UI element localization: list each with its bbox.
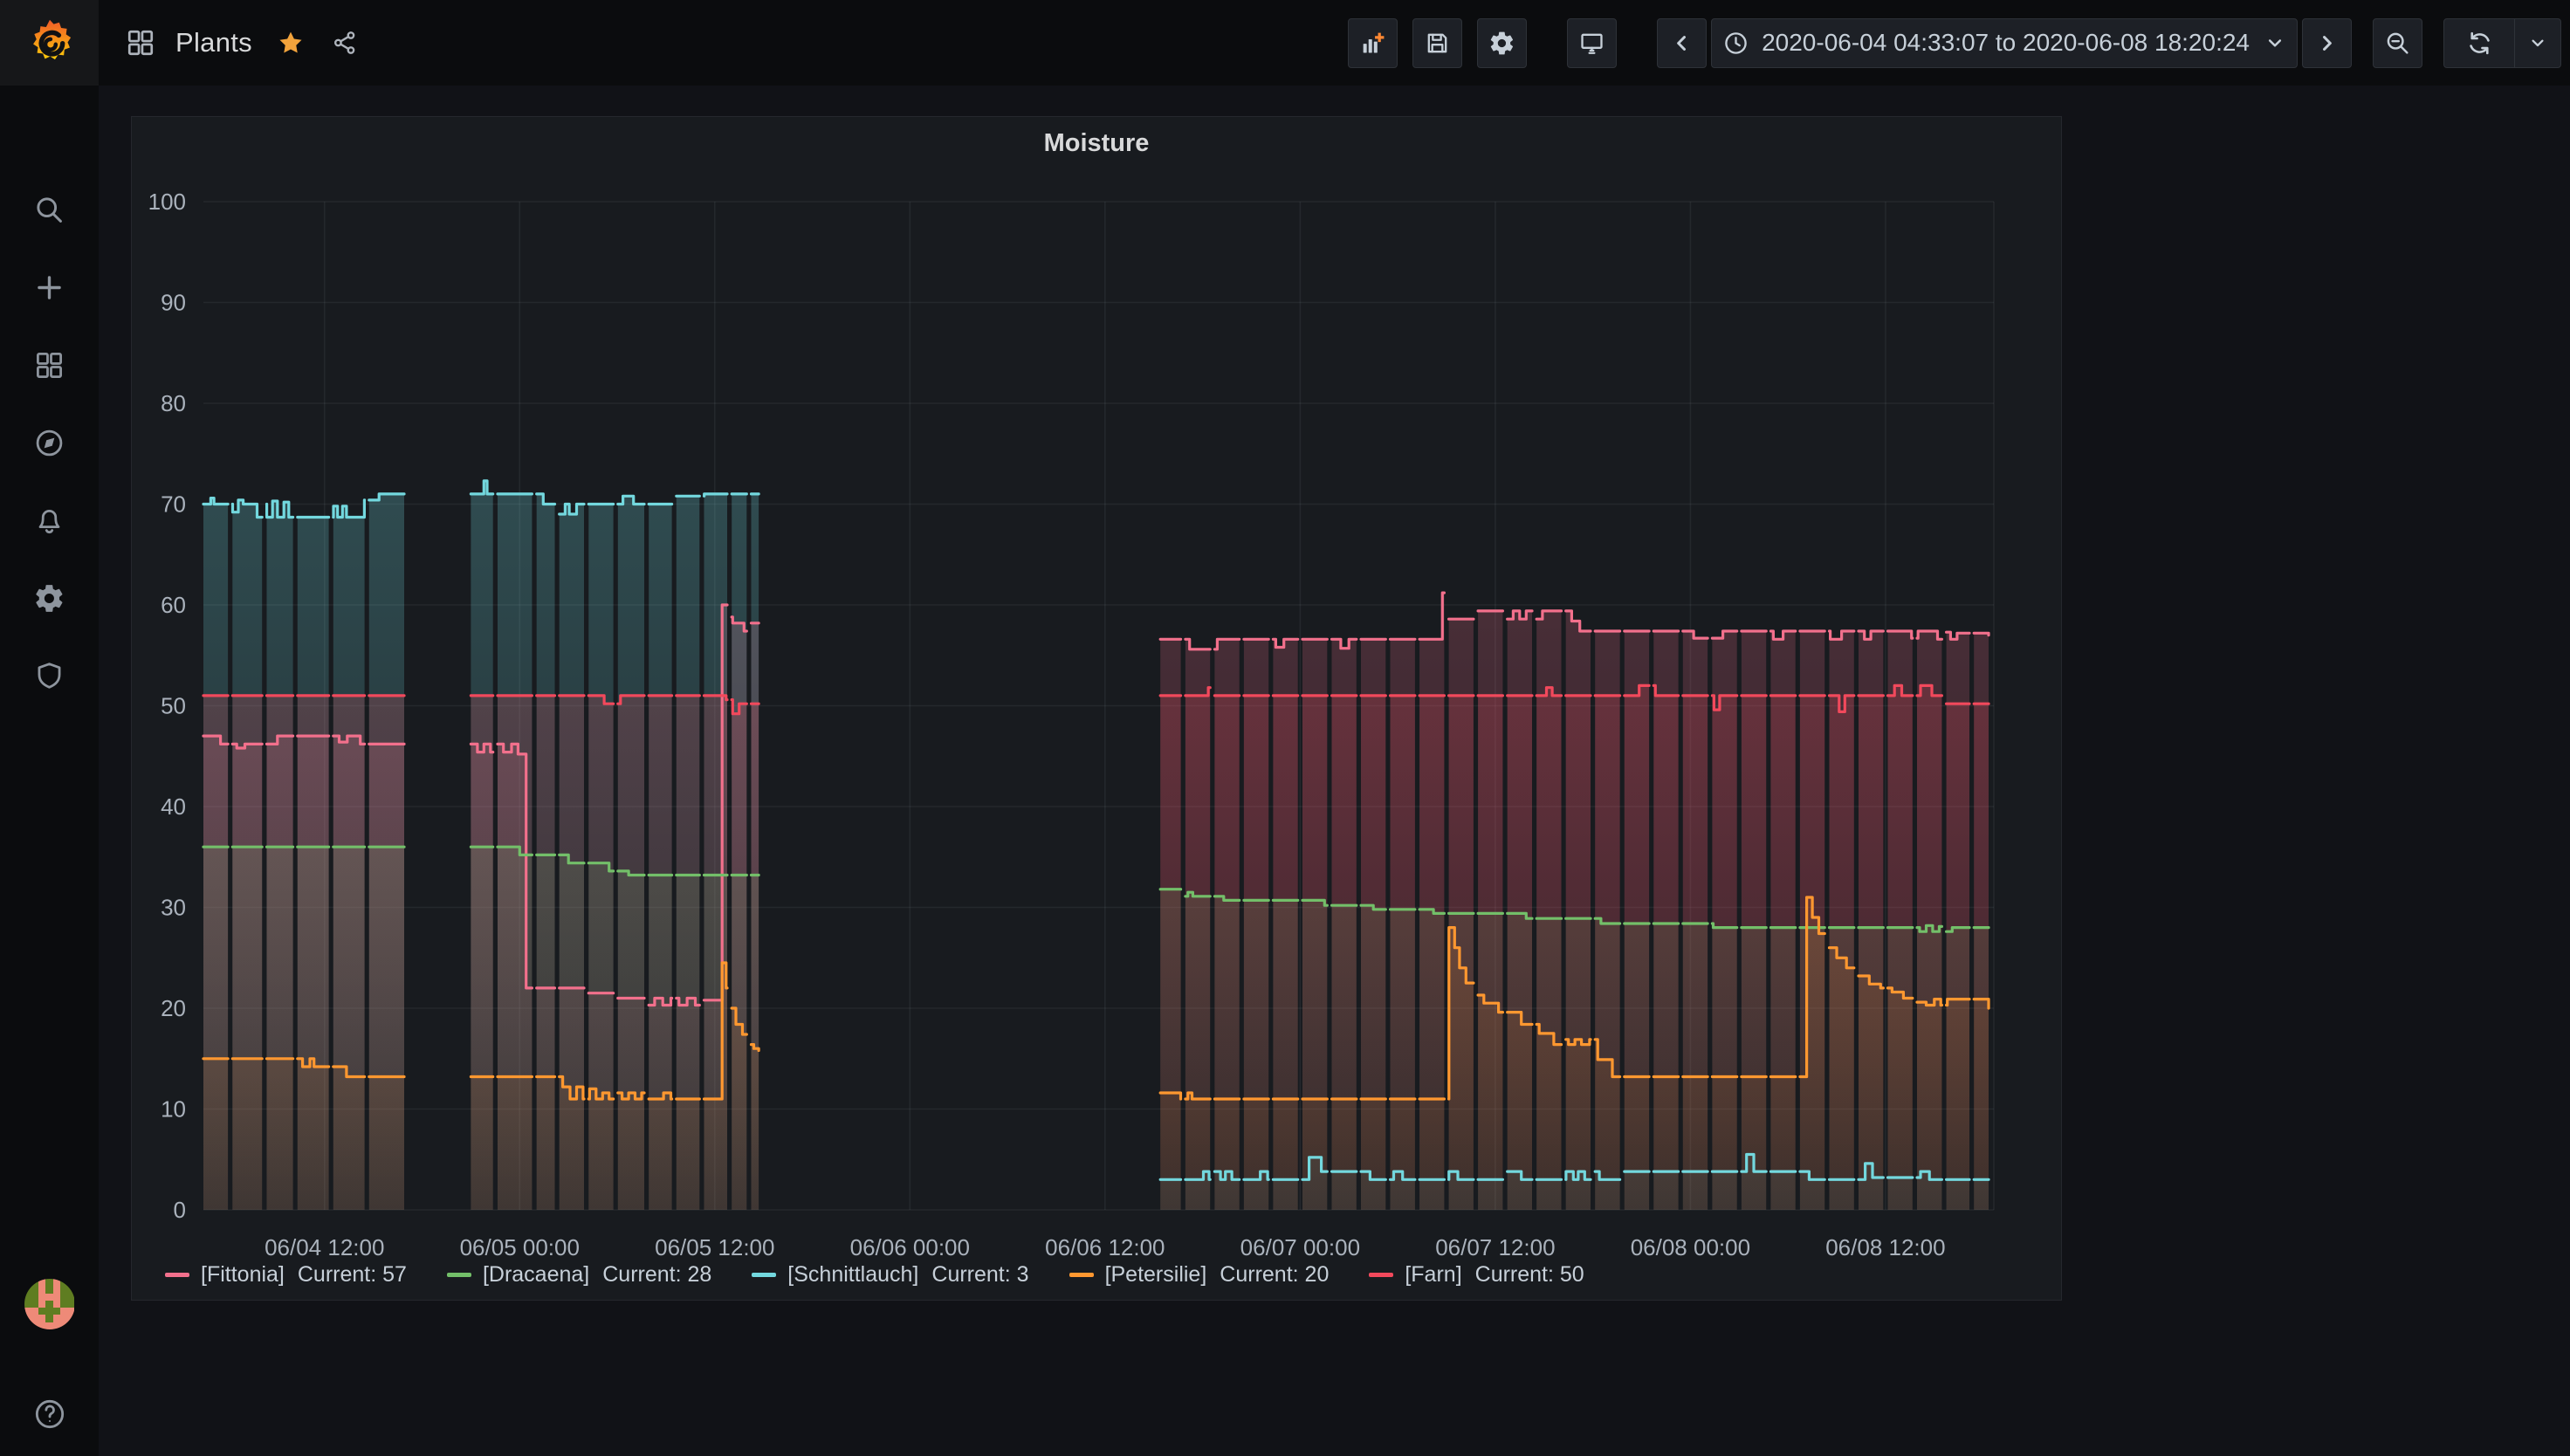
refresh-icon	[2466, 30, 2493, 57]
user-avatar[interactable]	[24, 1279, 75, 1329]
dashboard-title[interactable]: Plants	[175, 27, 252, 58]
time-range-back-button[interactable]	[1657, 17, 1708, 68]
legend-current-value: Current: 57	[297, 1262, 407, 1287]
axis-labels: 0 10 20 30 40 50 60 70 80 90 100 06/04 12:00 06/05 0…	[148, 189, 1946, 1260]
legend-item-petersilie[interactable]: [Petersilie] Current: 20	[1069, 1262, 1330, 1288]
chevron-right-icon	[2313, 30, 2340, 57]
sidebar-item-dashboards[interactable]	[0, 326, 99, 404]
time-range-label: 2020-06-04 04:33:07 to 2020-06-08 18:20:…	[1762, 29, 2250, 56]
svg-text:06/05 00:00: 06/05 00:00	[460, 1234, 580, 1260]
time-range-forward-button[interactable]	[2302, 17, 2352, 68]
side-menu	[0, 0, 99, 1456]
svg-text:06/05 12:00: 06/05 12:00	[655, 1234, 774, 1260]
svg-text:80: 80	[161, 390, 186, 416]
grafana-logo-button[interactable]	[0, 0, 99, 86]
svg-text:06/04 12:00: 06/04 12:00	[265, 1234, 384, 1260]
save-icon	[1424, 30, 1451, 57]
search-icon	[33, 194, 65, 226]
cog-icon	[33, 582, 65, 615]
plus-icon	[33, 271, 65, 304]
legend-item-fittonia[interactable]: [Fittonia] Current: 57	[165, 1262, 407, 1288]
bell-icon	[33, 505, 65, 537]
svg-text:40: 40	[161, 793, 186, 820]
sidebar-item-configuration[interactable]	[0, 560, 99, 637]
legend-series-name: [Schnittlauch]	[787, 1262, 919, 1287]
svg-text:30: 30	[161, 895, 186, 921]
apps-icon	[33, 349, 65, 381]
side-menu-items	[0, 171, 99, 715]
refresh-button-group	[2443, 17, 2561, 68]
legend-item-farn[interactable]: [Farn] Current: 50	[1369, 1262, 1584, 1288]
moisture-panel: 0 10 20 30 40 50 60 70 80 90 100 06/04 12:00 06/05 0…	[131, 116, 2062, 1301]
svg-text:20: 20	[161, 995, 186, 1021]
legend-current-value: Current: 28	[602, 1262, 712, 1287]
panel-add-icon	[1359, 30, 1386, 57]
svg-text:50: 50	[161, 693, 186, 719]
cycle-view-mode-button[interactable]	[1567, 17, 1618, 68]
svg-text:06/06 00:00: 06/06 00:00	[850, 1234, 970, 1260]
moisture-graph[interactable]: 0 10 20 30 40 50 60 70 80 90 100 06/04 12:00 06/05 0…	[132, 117, 2061, 1300]
shield-icon	[33, 660, 65, 692]
compass-icon	[33, 427, 65, 459]
svg-text:100: 100	[148, 189, 186, 215]
dashboard-navbar: Plants 2020-06-04 04:33:07 to 2020-06-08…	[99, 0, 2570, 86]
legend-series-name: [Fittonia]	[201, 1262, 285, 1287]
series-fills	[203, 480, 1989, 1210]
sidebar-item-create[interactable]	[0, 249, 99, 326]
svg-text:06/06 12:00: 06/06 12:00	[1045, 1234, 1165, 1260]
zoom-out-button[interactable]	[2373, 17, 2422, 68]
add-panel-button[interactable]	[1348, 17, 1398, 68]
legend-swatch	[1369, 1273, 1394, 1277]
zoom-out-icon	[2384, 30, 2411, 57]
gear-icon	[1488, 30, 1515, 57]
share-icon[interactable]	[331, 29, 359, 57]
svg-text:10: 10	[161, 1096, 186, 1123]
clock-icon	[1722, 30, 1749, 57]
legend-series-name: [Petersilie]	[1104, 1262, 1207, 1287]
grafana-logo-icon	[24, 17, 75, 68]
svg-text:06/08 12:00: 06/08 12:00	[1825, 1234, 1945, 1260]
dashboard-settings-button[interactable]	[1477, 17, 1528, 68]
chevron-down-icon	[2527, 32, 2548, 53]
sidebar-item-search[interactable]	[0, 171, 99, 249]
legend-current-value: Current: 3	[931, 1262, 1029, 1287]
time-range-picker[interactable]: 2020-06-04 04:33:07 to 2020-06-08 18:20:…	[1711, 17, 2298, 68]
svg-text:06/07 12:00: 06/07 12:00	[1435, 1234, 1555, 1260]
series-lines	[202, 479, 1990, 1181]
svg-text:70: 70	[161, 491, 186, 518]
svg-text:0: 0	[174, 1197, 186, 1223]
legend-swatch	[1069, 1273, 1094, 1277]
legend-series-name: [Dracaena]	[482, 1262, 590, 1287]
avatar-image	[24, 1279, 75, 1329]
legend-item-schnittlauch[interactable]: [Schnittlauch] Current: 3	[752, 1262, 1029, 1288]
svg-text:06/07 00:00: 06/07 00:00	[1240, 1234, 1360, 1260]
panel-title[interactable]: Moisture	[1043, 129, 1150, 157]
help-icon	[32, 1397, 67, 1432]
refresh-interval-button[interactable]	[2514, 18, 2560, 67]
legend-swatch	[752, 1273, 777, 1277]
sidebar-item-help[interactable]	[0, 1375, 99, 1453]
svg-text:06/08 00:00: 06/08 00:00	[1631, 1234, 1750, 1260]
svg-text:90: 90	[161, 290, 186, 316]
chevron-down-icon	[2264, 31, 2286, 54]
refresh-button[interactable]	[2444, 19, 2514, 67]
sidebar-item-explore[interactable]	[0, 404, 99, 482]
legend-current-value: Current: 20	[1220, 1262, 1330, 1287]
legend-item-dracaena[interactable]: [Dracaena] Current: 28	[446, 1262, 712, 1288]
chevron-left-icon	[1668, 30, 1695, 57]
save-dashboard-button[interactable]	[1412, 17, 1463, 68]
legend-swatch	[165, 1273, 189, 1277]
svg-text:60: 60	[161, 592, 186, 618]
favorite-star-icon[interactable]	[277, 29, 305, 57]
legend-current-value: Current: 50	[1474, 1262, 1584, 1287]
graph-legend: [Fittonia] Current: 57 [Dracaena] Current: …	[165, 1262, 1584, 1288]
sidebar-item-alerting[interactable]	[0, 482, 99, 560]
monitor-icon	[1578, 30, 1605, 57]
legend-series-name: [Farn]	[1405, 1262, 1462, 1287]
apps-icon[interactable]	[125, 27, 156, 58]
sidebar-item-server-admin[interactable]	[0, 637, 99, 715]
legend-swatch	[446, 1273, 471, 1277]
